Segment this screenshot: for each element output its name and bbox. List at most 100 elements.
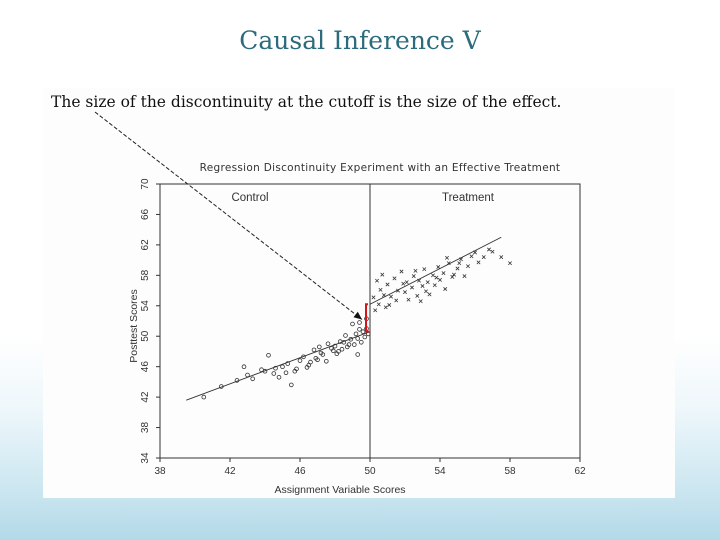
treatment-point: [406, 297, 411, 302]
y-tick-label: 62: [140, 239, 151, 251]
control-point: [289, 382, 294, 388]
x-tick-label: 42: [224, 466, 236, 477]
region-label-control: Control: [231, 192, 268, 204]
control-point: [355, 352, 361, 357]
control-point: [353, 331, 359, 337]
control-point: [285, 361, 291, 366]
treatment-point: [499, 255, 504, 260]
treatment-point: [375, 278, 379, 283]
treatment-point: [380, 272, 385, 277]
control-point: [250, 376, 256, 382]
x-tick-label: 54: [434, 466, 446, 477]
y-tick-label: 34: [140, 452, 151, 464]
control-point: [336, 349, 341, 354]
control-point: [316, 344, 322, 350]
x-tick-label: 50: [364, 466, 376, 477]
control-point: [311, 347, 317, 353]
treatment-point: [441, 271, 446, 276]
control-point: [330, 348, 336, 354]
treatment-point: [387, 303, 392, 307]
control-point: [276, 374, 282, 380]
discontinuity-bracket: [365, 303, 369, 333]
treatment-point: [371, 295, 376, 300]
treatment-point: [438, 277, 442, 282]
x-tick-label: 38: [154, 466, 166, 477]
control-point: [201, 394, 207, 400]
control-point: [273, 365, 278, 371]
treatment-point: [452, 272, 456, 277]
control-point: [280, 364, 285, 370]
treatment-point: [455, 266, 460, 271]
y-tick-label: 54: [140, 300, 151, 312]
control-point: [357, 327, 362, 332]
treatment-point: [508, 261, 512, 266]
treatment-point: [476, 260, 481, 265]
control-point: [350, 321, 355, 327]
y-tick-label: 42: [140, 391, 151, 403]
treatment-point: [415, 293, 420, 298]
treatment-point: [420, 284, 425, 288]
control-point: [325, 341, 331, 347]
treatment-point: [457, 261, 462, 266]
treatment-point: [450, 274, 455, 279]
region-label-treatment: Treatment: [442, 192, 495, 204]
control-point: [351, 342, 357, 347]
treatment-point: [432, 283, 437, 288]
treatment-point: [443, 287, 448, 291]
treatment-point: [487, 247, 491, 252]
y-axis-label: Posttest Scores: [128, 289, 140, 363]
treatment-point: [389, 294, 393, 299]
treatment-point: [411, 274, 416, 279]
control-point: [360, 329, 366, 335]
control-point: [358, 340, 364, 345]
treatment-point: [392, 276, 397, 281]
treatment-point: [462, 274, 467, 279]
x-axis-label: Assignment Variable Scores: [274, 484, 405, 496]
control-point: [332, 343, 338, 349]
control-point: [241, 364, 247, 370]
control-point: [313, 355, 319, 361]
control-point: [346, 342, 352, 347]
control-point: [271, 371, 277, 376]
control-point: [343, 333, 348, 338]
treatment-point: [418, 299, 423, 304]
y-tick-label: 46: [140, 361, 151, 373]
control-point: [318, 350, 324, 356]
treatment-point: [394, 298, 399, 303]
treatment-point: [373, 308, 378, 313]
y-tick-label: 50: [140, 330, 151, 342]
y-tick-label: 38: [140, 422, 151, 434]
treatment-point: [466, 264, 470, 269]
treatment-point: [469, 254, 474, 259]
control-point: [306, 362, 312, 368]
treatment-point: [413, 268, 418, 273]
treatment-point: [445, 255, 449, 260]
treatment-point: [434, 275, 439, 280]
treatment-point: [427, 292, 432, 297]
slide-title: Causal Inference V: [239, 26, 481, 55]
treatment-point: [385, 282, 390, 287]
control-regression-line: [186, 331, 371, 401]
x-tick-label: 58: [504, 466, 516, 477]
treatment-point: [424, 289, 428, 294]
treatment-point: [436, 265, 441, 269]
control-point: [339, 346, 345, 352]
y-tick-label: 66: [140, 208, 151, 220]
treatment-point: [481, 255, 486, 260]
control-point: [362, 334, 368, 340]
treatment-point: [378, 287, 383, 292]
rd-chart: The size of the discontinuity at the cut…: [51, 93, 586, 496]
x-tick-label: 46: [294, 466, 306, 477]
control-point: [292, 368, 298, 374]
figure-panel: The size of the discontinuity at the cut…: [43, 88, 675, 498]
treatment-point: [422, 267, 427, 272]
treatment-point: [399, 269, 404, 274]
y-tick-label: 70: [140, 178, 151, 190]
treatment-point: [431, 273, 435, 278]
chart-title: Regression Discontinuity Experiment with…: [200, 162, 561, 174]
control-point: [323, 358, 329, 364]
control-point: [297, 358, 303, 363]
treatment-point: [410, 285, 414, 290]
treatment-point: [425, 280, 430, 285]
y-tick-label: 58: [140, 269, 151, 281]
